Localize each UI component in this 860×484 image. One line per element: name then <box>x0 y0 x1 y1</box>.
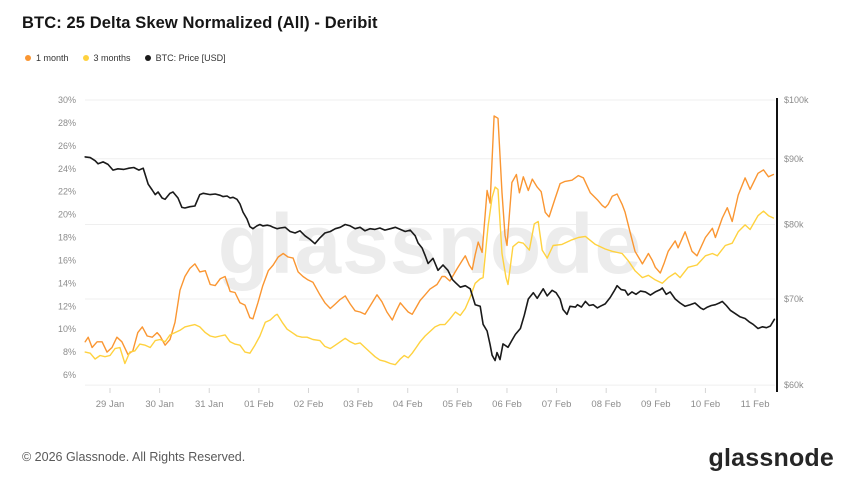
y-left-tick-label: 12% <box>58 301 76 311</box>
x-tick-label: 01 Feb <box>244 399 274 410</box>
legend-label-btc-price: BTC: Price [USD] <box>155 53 226 63</box>
y-left-tick-label: 10% <box>58 324 76 334</box>
legend-item-1-month[interactable]: 1 month <box>25 53 69 63</box>
y-right-tick-label: $100k <box>784 95 809 105</box>
legend-label-3-months: 3 months <box>93 53 131 63</box>
y-left-tick-label: 14% <box>58 278 76 288</box>
y-left-tick-label: 28% <box>58 118 76 128</box>
x-tick-label: 10 Feb <box>691 399 721 410</box>
legend-dot-btc-price-icon <box>144 55 151 61</box>
y-left-tick-label: 22% <box>58 187 76 197</box>
x-tick-label: 04 Feb <box>393 399 423 410</box>
series-line-1-month <box>84 115 775 356</box>
legend: 1 month 3 months BTC: Price [USD] <box>25 53 226 63</box>
x-tick-label: 02 Feb <box>294 399 324 410</box>
y-right-tick-label: $90k <box>784 154 804 164</box>
y-right-tick-label: $70k <box>784 294 804 304</box>
x-tick-label: 29 Jan <box>96 399 125 410</box>
y-left-tick-label: 26% <box>58 141 76 151</box>
x-tick-label: 09 Feb <box>641 399 671 410</box>
y-right-tick-label: $80k <box>784 220 804 230</box>
copyright-text: © 2026 Glassnode. All Rights Reserved. <box>22 450 246 464</box>
x-tick-label: 07 Feb <box>542 399 572 410</box>
x-tick-label: 06 Feb <box>492 399 522 410</box>
x-tick-label: 30 Jan <box>145 399 174 410</box>
series-line-btc-price-usd <box>84 156 776 362</box>
y-left-tick-label: 8% <box>63 347 76 357</box>
legend-label-1-month: 1 month <box>36 53 69 63</box>
y-left-tick-label: 18% <box>58 233 76 243</box>
legend-item-btc-price[interactable]: BTC: Price [USD] <box>144 53 226 63</box>
x-tick-label: 31 Jan <box>195 399 224 410</box>
page-title: BTC: 25 Delta Skew Normalized (All) - De… <box>22 14 378 32</box>
y-left-tick-label: 6% <box>63 370 76 380</box>
y-left-tick-label: 20% <box>58 210 76 220</box>
legend-dot-1-month-icon <box>25 55 31 61</box>
x-tick-label: 03 Feb <box>343 399 373 410</box>
watermark: glassnode <box>218 197 642 291</box>
y-left-tick-label: 24% <box>58 164 76 174</box>
y-right-tick-label: $60k <box>784 380 804 390</box>
glassnode-logo[interactable]: glassnode <box>708 444 834 472</box>
x-tick-label: 05 Feb <box>443 399 473 410</box>
series-line-3-months <box>84 186 775 366</box>
x-tick-label: 11 Feb <box>741 399 770 410</box>
y-left-tick-label: 16% <box>58 255 76 265</box>
legend-dot-3-months-icon <box>82 55 89 61</box>
y-left-tick-label: 30% <box>58 95 76 105</box>
legend-item-3-months[interactable]: 3 months <box>82 53 131 63</box>
x-tick-label: 08 Feb <box>591 399 621 410</box>
